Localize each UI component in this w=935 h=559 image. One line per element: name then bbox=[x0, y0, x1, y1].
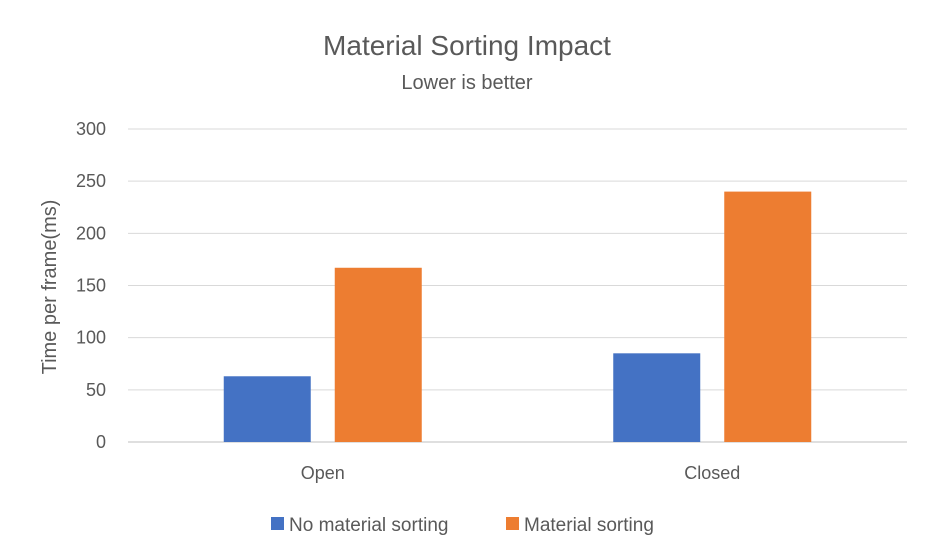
y-tick-label: 200 bbox=[76, 223, 106, 243]
legend-label: No material sorting bbox=[289, 515, 448, 536]
bar-closed-0 bbox=[613, 353, 701, 442]
y-tick-label: 300 bbox=[76, 119, 106, 139]
y-axis-ticks: 0 50 100 150 200 250 300 bbox=[76, 119, 106, 452]
legend: No material sorting Material sorting bbox=[271, 515, 654, 536]
legend-label: Material sorting bbox=[524, 515, 654, 536]
legend-swatch bbox=[506, 517, 519, 530]
x-tick-label: Open bbox=[301, 463, 345, 483]
y-tick-label: 50 bbox=[86, 380, 106, 400]
y-tick-label: 0 bbox=[96, 432, 106, 452]
y-axis-title: Time per frame(ms) bbox=[39, 200, 61, 375]
bars bbox=[223, 191, 812, 442]
chart-title: Material Sorting Impact bbox=[323, 30, 611, 61]
bar-closed-1 bbox=[724, 191, 812, 442]
x-tick-label: Closed bbox=[684, 463, 740, 483]
x-axis-ticks: Open Closed bbox=[301, 463, 741, 483]
bar-open-0 bbox=[223, 376, 311, 442]
y-tick-label: 100 bbox=[76, 328, 106, 348]
y-tick-label: 250 bbox=[76, 171, 106, 191]
y-tick-label: 150 bbox=[76, 276, 106, 296]
bar-open-1 bbox=[334, 267, 422, 442]
legend-swatch bbox=[271, 517, 284, 530]
chart-subtitle: Lower is better bbox=[401, 72, 533, 94]
